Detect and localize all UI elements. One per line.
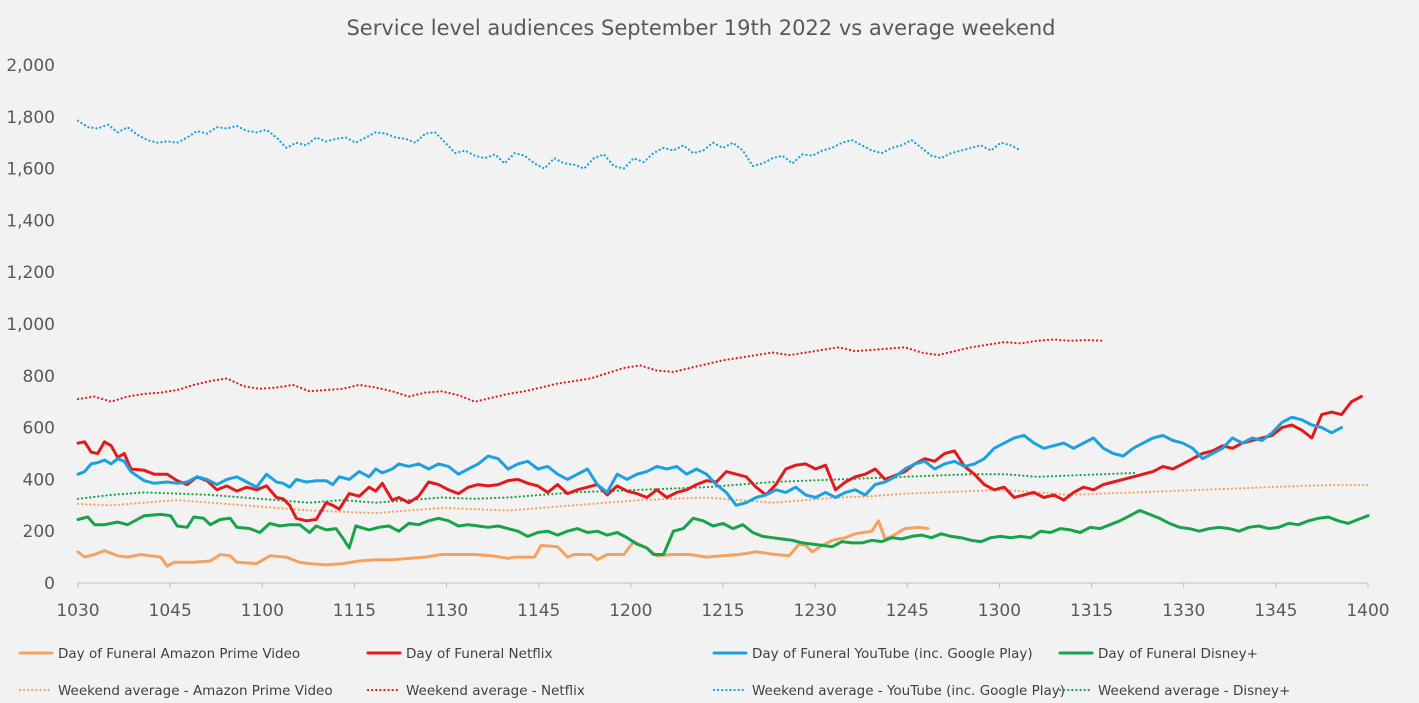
legend: Day of Funeral Amazon Prime Video Day of … [18,646,1290,699]
legend-label: Weekend average - Amazon Prime Video [58,683,333,699]
x-tick-label: 1230 [794,601,837,621]
legend-label: Day of Funeral Disney+ [1098,646,1258,662]
legend-label: Weekend average - Disney+ [1098,683,1290,699]
legend-label: Day of Funeral YouTube (inc. Google Play… [752,646,1033,662]
y-tick-label: 1,800 [6,108,55,128]
series-line-6 [76,338,1105,403]
legend-label: Day of Funeral Netflix [406,646,553,662]
x-tick-label: 1345 [1254,601,1297,621]
legend-label: Weekend average - YouTube (inc. Google P… [752,683,1065,699]
x-tick-label: 1115 [333,601,376,621]
y-tick-label: 800 [23,367,55,387]
series-lines [76,119,1370,568]
x-tick-label: 1300 [978,601,1021,621]
x-tick-label: 1330 [1162,601,1205,621]
series-line-5 [76,484,1370,515]
x-tick-label: 1215 [701,601,744,621]
x-tick-label: 1200 [609,601,652,621]
legend-label: Weekend average - Netflix [406,683,585,699]
y-tick-label: 200 [23,522,55,542]
chart-title: Service level audiences September 19th 2… [346,16,1055,40]
x-axis: 1030 1045 1100 1115 1130 1145 1200 1215 1230 1245… [56,583,1390,621]
x-tick-label: 1030 [56,601,99,621]
y-tick-label: 600 [23,419,55,439]
series-line-1 [76,519,930,568]
x-tick-label: 1145 [517,601,560,621]
y-tick-label: 1,400 [6,211,55,231]
x-tick-label: 1100 [241,601,284,621]
x-tick-label: 1315 [1070,601,1113,621]
legend-label: Day of Funeral Amazon Prime Video [58,646,300,662]
y-tick-label: 2,000 [6,56,55,76]
y-tick-label: 1,600 [6,160,55,180]
x-tick-label: 1045 [149,601,192,621]
series-line-8 [76,471,1138,504]
x-tick-label: 1130 [425,601,468,621]
series-line-2 [76,395,1363,523]
series-line-7 [76,119,1022,170]
x-tick-label: 1245 [886,601,929,621]
series-line-4 [76,509,1370,556]
y-tick-label: 1,200 [6,263,55,283]
series-line-3 [76,415,1343,507]
y-tick-label: 400 [23,470,55,490]
y-axis: 0 200 400 600 800 1,000 1,200 1,400 1,600 1,800 2,… [6,56,55,594]
y-tick-label: 1,000 [6,315,55,335]
x-tick-label: 1400 [1346,601,1389,621]
y-tick-label: 0 [44,574,55,594]
